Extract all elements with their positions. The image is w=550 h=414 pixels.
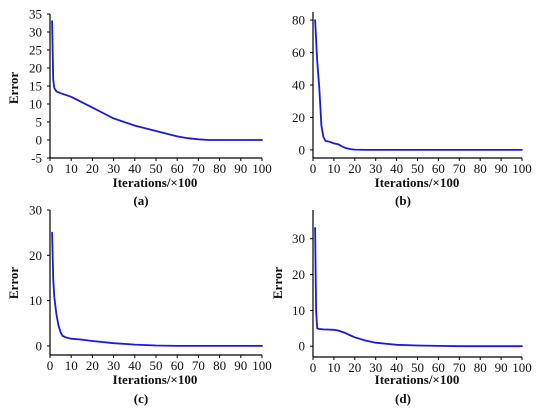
panel-a-y-tick-label: -5 xyxy=(31,151,42,166)
panel-a-x-tick-label: 50 xyxy=(150,161,163,176)
panel-a-x-tick-label: 60 xyxy=(171,161,184,176)
panel-c-label: (c) xyxy=(134,391,148,406)
panel-b-y-tick-label: 40 xyxy=(292,78,305,93)
panel-c-x-tick-label: 0 xyxy=(47,358,54,373)
panel-d-y-tick-label: 20 xyxy=(292,267,305,282)
panel-b-y-tick-label: 60 xyxy=(292,45,305,60)
panel-c-x-tick-label: 20 xyxy=(86,358,99,373)
panel-b-x-tick-label: 20 xyxy=(348,161,361,176)
panel-a-error-line xyxy=(51,20,263,141)
panel-b-y-tick-label: 0 xyxy=(299,142,306,157)
panel-c-x-tick-label: 100 xyxy=(252,358,272,373)
panel-d-y-tick-label: 0 xyxy=(299,339,306,354)
panel-d-label: (d) xyxy=(395,391,411,406)
panel-c-y-axis-label: Error xyxy=(6,267,21,299)
panel-a-y-tick-label: 30 xyxy=(29,25,42,40)
panel-d-x-tick-label: 50 xyxy=(411,360,424,375)
panel-d-x-tick-label: 100 xyxy=(512,360,532,375)
panel-d-y-tick-label: 30 xyxy=(292,231,305,246)
panel-d-error-line xyxy=(314,226,523,348)
panel-a-y-axis-label: Error xyxy=(6,72,21,104)
panel-b-x-tick-label: 10 xyxy=(327,161,340,176)
panel-c-y-tick-label: 10 xyxy=(29,293,42,308)
panel-b-x-tick-label: 80 xyxy=(474,161,487,176)
panel-c-x-axis-label: Iterations/×100 xyxy=(113,372,198,387)
panel-b-x-tick-label: 40 xyxy=(390,161,403,176)
panel-b-x-tick-label: 90 xyxy=(495,161,508,176)
panel-b-y-tick-label: 20 xyxy=(292,110,305,125)
panel-a-y-tick-label: 15 xyxy=(29,79,42,94)
panel-d-x-axis-label: Iterations/×100 xyxy=(375,372,460,387)
panel-d-y-tick-label: 10 xyxy=(292,303,305,318)
panel-b-x-tick-label: 60 xyxy=(432,161,445,176)
panel-c-x-tick-label: 70 xyxy=(192,358,205,373)
panel-a-x-tick-label: 20 xyxy=(86,161,99,176)
panel-a-x-tick-label: 40 xyxy=(128,161,141,176)
panel-a-x-axis-label: Iterations/×100 xyxy=(113,175,198,190)
panel-c-x-tick-label: 40 xyxy=(128,358,141,373)
panel-c-y-tick-label: 20 xyxy=(29,248,42,263)
panel-a-y-tick-label: 10 xyxy=(29,97,42,112)
panel-d-x-tick-label: 70 xyxy=(453,360,466,375)
panel-a-label: (a) xyxy=(133,193,148,208)
panel-a-x-tick-label: 100 xyxy=(252,161,272,176)
panel-a-y-tick-label: 0 xyxy=(36,133,43,148)
panel-b-x-tick-label: 30 xyxy=(369,161,382,176)
panel-b-x-tick-label: 70 xyxy=(453,161,466,176)
panel-a-x-tick-label: 30 xyxy=(107,161,120,176)
panel-c-x-tick-label: 50 xyxy=(150,358,163,373)
panel-c-x-tick-label: 10 xyxy=(65,358,78,373)
panel-a-x-tick-label: 90 xyxy=(234,161,247,176)
panel-d-x-tick-label: 20 xyxy=(348,360,361,375)
panel-d-x-tick-label: 0 xyxy=(310,360,317,375)
panel-b-x-tick-label: 100 xyxy=(512,161,532,176)
panel-a-x-tick-label: 70 xyxy=(192,161,205,176)
panel-c-y-tick-label: 0 xyxy=(36,338,43,353)
panel-b-x-axis-label: Iterations/×100 xyxy=(375,175,460,190)
panel-a-x-tick-label: 0 xyxy=(47,161,54,176)
panel-b-x-tick-label: 50 xyxy=(411,161,424,176)
panel-c-x-tick-label: 30 xyxy=(107,358,120,373)
panel-d-x-tick-label: 60 xyxy=(432,360,445,375)
panel-b-label: (b) xyxy=(395,193,411,208)
panel-b-x-tick-label: 0 xyxy=(310,161,317,176)
panel-d-x-tick-label: 40 xyxy=(390,360,403,375)
panel-d-x-tick-label: 80 xyxy=(474,360,487,375)
panel-a-y-tick-label: 35 xyxy=(29,7,42,22)
panel-d-x-tick-label: 90 xyxy=(495,360,508,375)
panel-a-y-tick-label: 20 xyxy=(29,61,42,76)
panel-a-y-tick-label: 25 xyxy=(29,43,42,58)
panel-c-error-line xyxy=(51,231,263,347)
panel-c-y-tick-label: 30 xyxy=(29,203,42,218)
panel-d-y-axis-label: Error xyxy=(270,267,285,299)
panel-b-error-line xyxy=(314,19,523,151)
panel-d-x-tick-label: 10 xyxy=(327,360,340,375)
panel-a-y-tick-label: 5 xyxy=(36,115,43,130)
panel-c-x-tick-label: 60 xyxy=(171,358,184,373)
panel-c-x-tick-label: 90 xyxy=(234,358,247,373)
panel-a-x-tick-label: 10 xyxy=(65,161,78,176)
panel-d-x-tick-label: 30 xyxy=(369,360,382,375)
panel-b-y-tick-label: 80 xyxy=(292,13,305,28)
panel-a-x-tick-label: 80 xyxy=(213,161,226,176)
panel-c-x-tick-label: 80 xyxy=(213,358,226,373)
